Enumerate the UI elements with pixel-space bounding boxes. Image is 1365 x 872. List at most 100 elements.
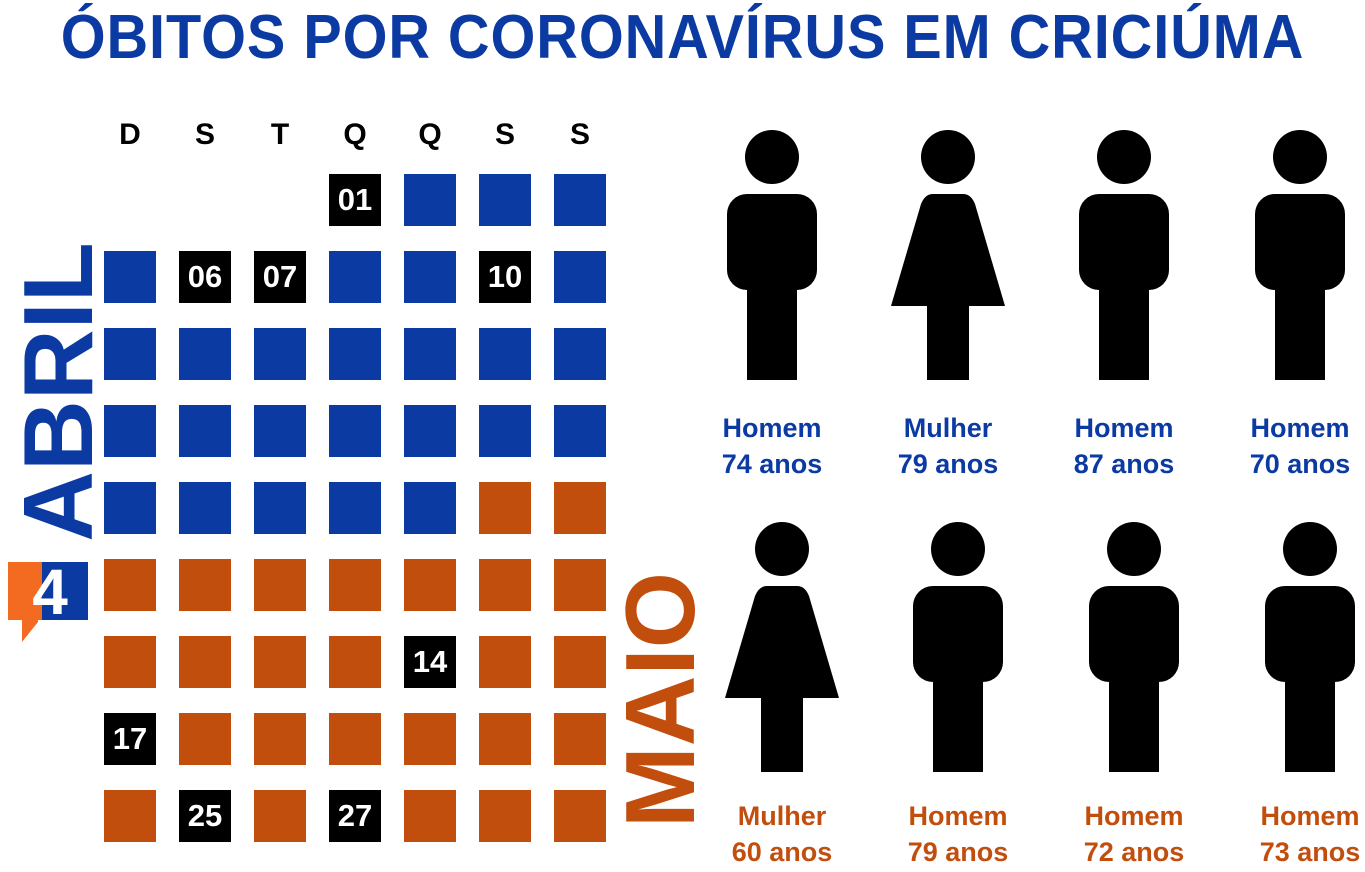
victim-caption: Homem 70 anos: [1215, 410, 1365, 482]
victim-age: 79 anos: [907, 837, 1009, 867]
victim-sex: Homem: [1260, 801, 1360, 831]
calendar-day: [554, 790, 606, 842]
brand-logo: 4: [8, 556, 92, 651]
victim-sex: Homem: [1074, 413, 1174, 443]
victim-age: 60 anos: [731, 837, 833, 867]
victim-sex: Mulher: [737, 801, 827, 831]
calendar-day-death: 27: [329, 790, 381, 842]
calendar-day: [554, 328, 606, 380]
victim-sex: Homem: [1250, 413, 1350, 443]
calendar-day: [554, 405, 606, 457]
month-label-may: MAIO: [605, 572, 715, 828]
calendar-day: [554, 636, 606, 688]
calendar-day: [254, 790, 306, 842]
month-label-april: ABRIL: [3, 242, 113, 542]
calendar-day: [554, 251, 606, 303]
calendar-day: [479, 405, 531, 457]
calendar-day: [479, 790, 531, 842]
victim-sex: Homem: [1084, 801, 1184, 831]
calendar-day-death: 17: [104, 713, 156, 765]
calendar-day: [254, 636, 306, 688]
calendar-day-death: 14: [404, 636, 456, 688]
calendar-day: [104, 559, 156, 611]
calendar-day: [104, 636, 156, 688]
weekday-label: Q: [343, 118, 367, 151]
calendar-day: [479, 482, 531, 534]
calendar-day: [179, 405, 231, 457]
logo-text: 4: [32, 562, 68, 628]
calendar-day-death: 01: [329, 174, 381, 226]
calendar-day: [329, 636, 381, 688]
victim-age: 79 anos: [897, 449, 999, 479]
man-icon: [1087, 522, 1181, 777]
calendar-day: [479, 174, 531, 226]
victim-caption: Mulher 60 anos: [697, 798, 867, 870]
man-icon: [725, 130, 819, 385]
calendar-day: [329, 559, 381, 611]
calendar-day: [254, 713, 306, 765]
victim-age: 73 anos: [1259, 837, 1361, 867]
calendar-day: [104, 405, 156, 457]
victim-age: 87 anos: [1073, 449, 1175, 479]
man-icon: [1263, 522, 1357, 777]
calendar-day: [404, 713, 456, 765]
weekday-label: S: [569, 118, 590, 151]
woman-icon: [889, 130, 1007, 385]
calendar-day-death: 25: [179, 790, 231, 842]
man-icon: [1253, 130, 1347, 385]
man-icon: [911, 522, 1005, 777]
calendar-day: [104, 790, 156, 842]
victim-caption: Homem 74 anos: [687, 410, 857, 482]
calendar-day: [479, 328, 531, 380]
calendar-day: [479, 559, 531, 611]
calendar-day: [404, 174, 456, 226]
calendar-day: [479, 713, 531, 765]
victim-age: 72 anos: [1083, 837, 1185, 867]
victim-caption: Mulher 79 anos: [863, 410, 1033, 482]
calendar-day: [329, 713, 381, 765]
calendar-day: [179, 482, 231, 534]
weekday-label: Q: [418, 118, 442, 151]
calendar-day: [404, 405, 456, 457]
calendar-day: [404, 328, 456, 380]
calendar-day: [554, 174, 606, 226]
calendar-day: [254, 405, 306, 457]
calendar-day-death: 07: [254, 251, 306, 303]
calendar-day: [179, 328, 231, 380]
man-icon: [1077, 130, 1171, 385]
calendar-day: [329, 328, 381, 380]
weekday-label: S: [494, 118, 515, 151]
calendar-day: [554, 482, 606, 534]
calendar-day-death: 10: [479, 251, 531, 303]
weekday-label: S: [194, 118, 215, 151]
calendar-day: [404, 559, 456, 611]
victim-age: 70 anos: [1249, 449, 1351, 479]
calendar-day: [179, 636, 231, 688]
calendar-day: [179, 559, 231, 611]
calendar-day-death: 06: [179, 251, 231, 303]
calendar-day: [329, 251, 381, 303]
victim-caption: Homem 73 anos: [1225, 798, 1365, 870]
calendar-day: [404, 251, 456, 303]
calendar-day: [404, 790, 456, 842]
calendar-day: [254, 482, 306, 534]
calendar-day: [329, 482, 381, 534]
weekday-label: D: [119, 118, 141, 151]
calendar-day: [329, 405, 381, 457]
page-title: ÓBITOS POR CORONAVÍRUS EM CRICIÚMA: [60, 3, 1305, 72]
calendar-day: [479, 636, 531, 688]
victim-sex: Mulher: [903, 413, 993, 443]
calendar-day: [554, 559, 606, 611]
victim-sex: Homem: [722, 413, 822, 443]
weekday-label: T: [270, 118, 290, 151]
victim-sex: Homem: [908, 801, 1008, 831]
calendar-day: [104, 482, 156, 534]
victim-caption: Homem 87 anos: [1039, 410, 1209, 482]
victim-caption: Homem 72 anos: [1049, 798, 1219, 870]
calendar-day: [404, 482, 456, 534]
calendar-day: [554, 713, 606, 765]
woman-icon: [723, 522, 841, 777]
calendar-day: [104, 251, 156, 303]
calendar-day: [179, 713, 231, 765]
victim-caption: Homem 79 anos: [873, 798, 1043, 870]
